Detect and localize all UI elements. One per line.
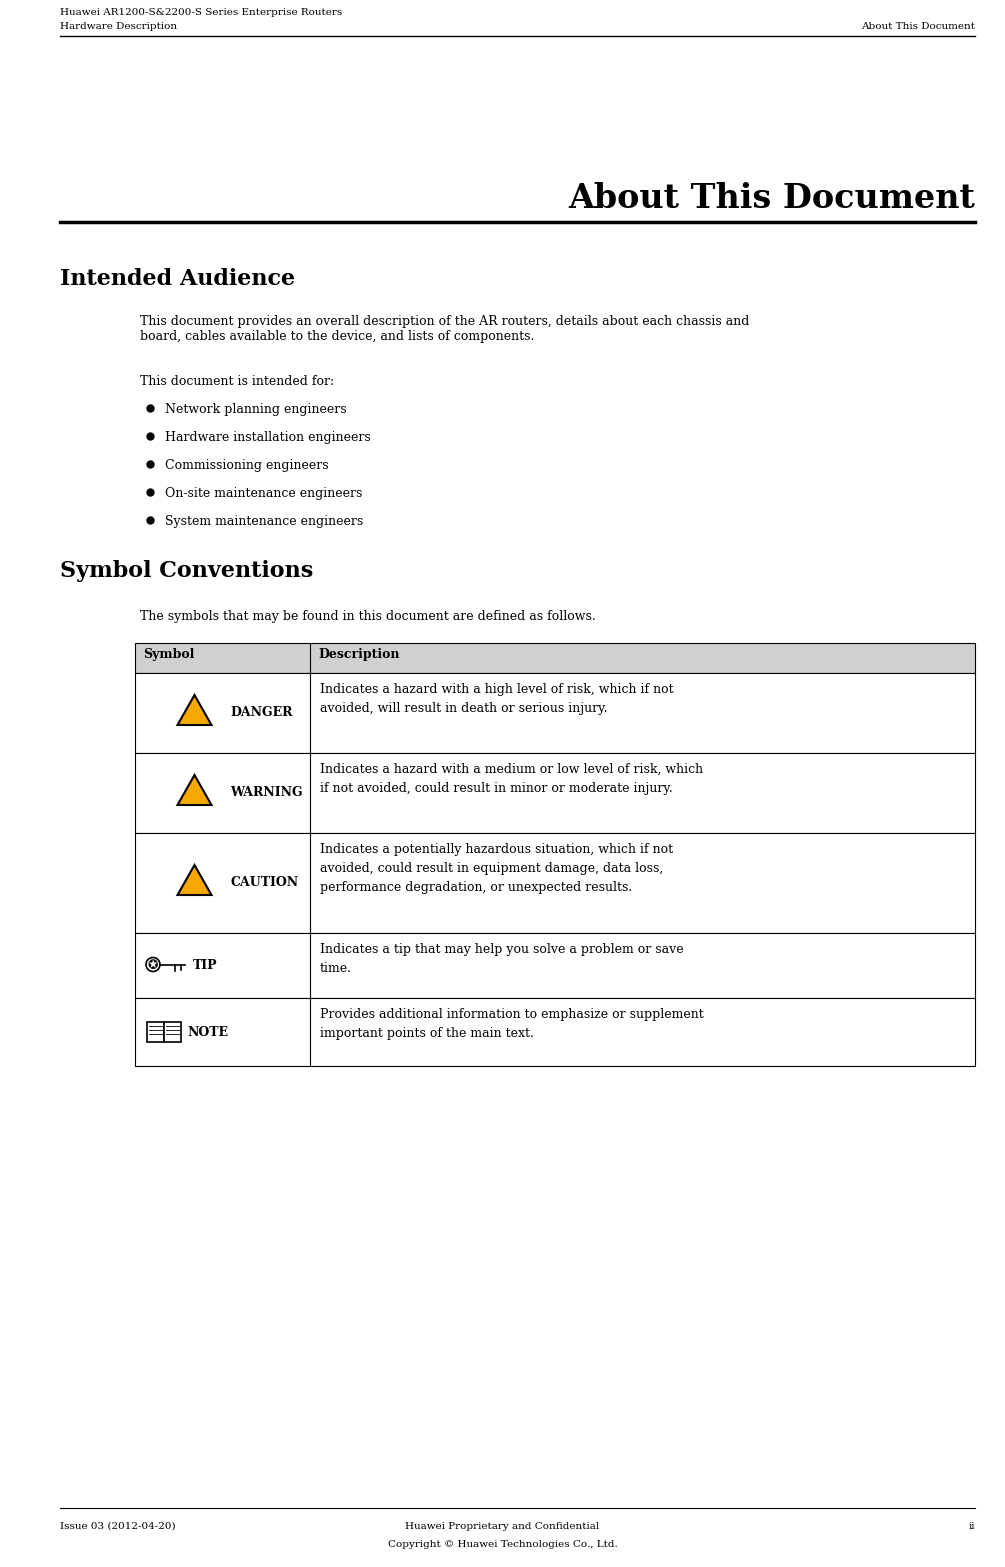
Bar [135,754,975,834]
Text: Commissioning engineers: Commissioning engineers [165,459,329,472]
Text: Copyright © Huawei Technologies Co., Ltd.: Copyright © Huawei Technologies Co., Ltd… [388,1540,617,1550]
Text: Hardware installation engineers: Hardware installation engineers [165,431,371,443]
Text: WARNING: WARNING [230,787,304,799]
Text: Provides additional information to emphasize or supplement
important points of t: Provides additional information to empha… [320,1008,704,1040]
Bar [135,932,975,998]
Bar [135,834,975,932]
Text: !: ! [191,704,198,718]
Text: Huawei AR1200-S&2200-S Series Enterprise Routers: Huawei AR1200-S&2200-S Series Enterprise… [60,8,343,17]
Bar [135,672,975,754]
Text: On-site maintenance engineers: On-site maintenance engineers [165,487,363,500]
Text: TIP: TIP [193,959,218,972]
Polygon shape [178,776,211,805]
Text: Intended Audience: Intended Audience [60,268,295,290]
Polygon shape [178,696,211,726]
Text: Symbol: Symbol [143,649,194,661]
Text: Hardware Description: Hardware Description [60,22,177,31]
Text: The symbols that may be found in this document are defined as follows.: The symbols that may be found in this do… [140,610,596,624]
Text: Symbol Conventions: Symbol Conventions [60,559,314,581]
Text: Huawei Proprietary and Confidential: Huawei Proprietary and Confidential [405,1522,600,1531]
Text: DANGER: DANGER [230,707,293,719]
Text: Indicates a hazard with a high level of risk, which if not
avoided, will result : Indicates a hazard with a high level of … [320,683,673,715]
Bar [135,642,975,672]
Text: !: ! [191,784,198,798]
Text: System maintenance engineers: System maintenance engineers [165,516,363,528]
Text: ii: ii [969,1522,975,1531]
Polygon shape [178,865,211,895]
Text: ✪: ✪ [147,959,158,972]
Text: CAUTION: CAUTION [230,876,298,890]
Bar [135,998,975,1066]
Text: Indicates a tip that may help you solve a problem or save
time.: Indicates a tip that may help you solve … [320,943,683,975]
Text: Network planning engineers: Network planning engineers [165,403,347,415]
Text: !: ! [191,874,198,888]
Text: About This Document: About This Document [568,182,975,215]
FancyBboxPatch shape [147,1022,164,1042]
Text: About This Document: About This Document [861,22,975,31]
Text: NOTE: NOTE [187,1025,228,1039]
Text: This document is intended for:: This document is intended for: [140,375,334,389]
FancyBboxPatch shape [164,1022,181,1042]
Text: Description: Description [318,649,400,661]
Text: Indicates a potentially hazardous situation, which if not
avoided, could result : Indicates a potentially hazardous situat… [320,843,673,895]
Text: Issue 03 (2012-04-20): Issue 03 (2012-04-20) [60,1522,176,1531]
Text: This document provides an overall description of the AR routers, details about e: This document provides an overall descri… [140,315,750,343]
Text: Indicates a hazard with a medium or low level of risk, which
if not avoided, cou: Indicates a hazard with a medium or low … [320,763,704,794]
